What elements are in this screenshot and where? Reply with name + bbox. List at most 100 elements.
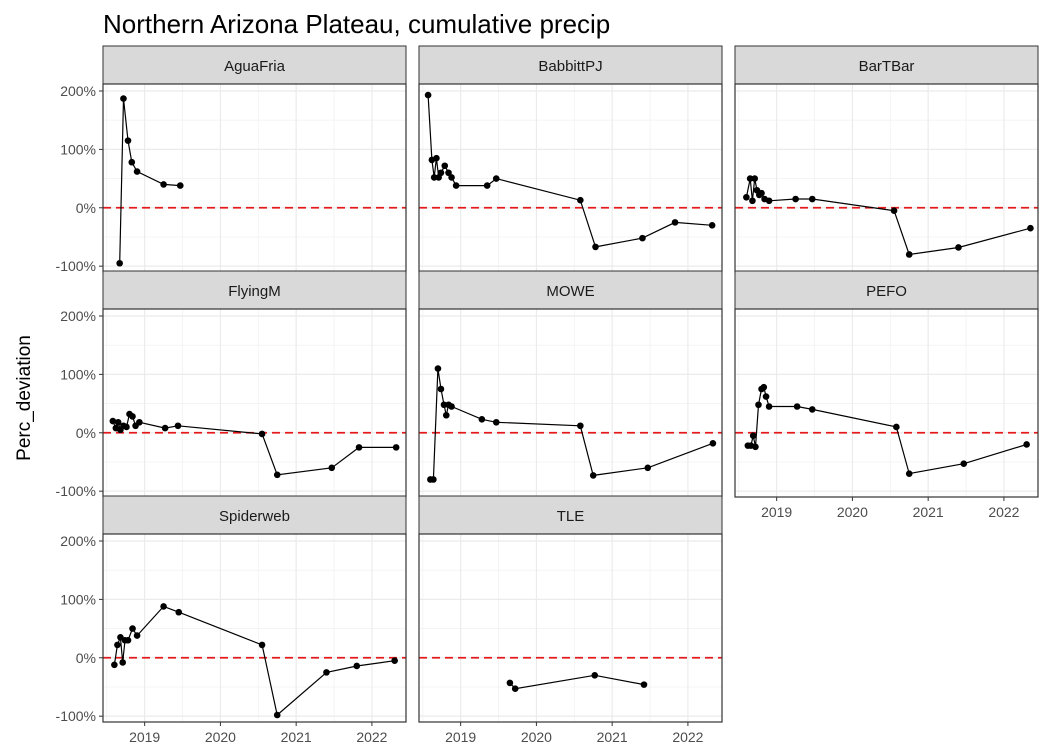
data-point [129,625,136,632]
data-point [328,464,336,472]
data-point [160,181,167,188]
data-point [1023,441,1030,448]
x-tick-label: 2021 [281,729,312,745]
y-tick-label: 200% [60,83,96,99]
facet-strip [418,495,723,535]
data-point [176,182,184,189]
data-point [639,234,646,242]
data-point [160,603,167,610]
data-point [905,251,913,258]
panel-AguaFria: AguaFria -100% 0% 100% 200% [56,45,407,274]
facet-panels: AguaFria -100% 0% 100% 200% BabbittPJ BarTBar F… [56,45,1039,745]
data-point [273,711,281,719]
y-tick-label: 200% [60,533,96,549]
panel-background [103,534,406,722]
data-point [441,162,449,170]
data-point [671,219,679,226]
data-point [424,91,432,99]
data-point [133,632,141,639]
y-tick-label: 0% [76,200,96,216]
panel-background [735,309,1038,497]
x-tick-label: 2019 [129,729,160,745]
data-point [760,383,768,391]
data-point [161,424,169,432]
data-point [391,657,398,664]
panel-background [419,309,722,497]
facet-label: TLE [557,508,585,525]
data-point [511,685,519,693]
data-point [751,175,758,182]
panel-border [102,533,407,723]
x-tick-label: 2019 [445,729,476,745]
facet-label: PEFO [866,283,907,300]
data-point [577,422,584,430]
data-point [890,207,898,214]
panel-BarTBar: BarTBar [734,45,1039,273]
data-point [430,476,437,483]
panel-background [103,309,406,497]
facet-label: BarTBar [859,58,915,75]
data-point [437,169,445,177]
data-point [743,193,750,201]
data-point [120,95,127,102]
data-point [955,244,962,251]
data-point [109,417,117,425]
data-point [808,195,816,203]
x-tick-label: 2022 [356,729,387,745]
data-point [136,418,143,426]
data-point [589,472,597,479]
data-point [123,423,130,431]
facet-label: FlyingM [228,283,281,300]
facet-strip [734,45,1039,85]
data-point [749,432,757,439]
data-point [640,681,648,688]
data-point [258,641,266,649]
panel-border [734,308,1039,498]
data-point [755,401,762,409]
facet-label: BabbittPJ [538,58,602,75]
x-tick-label: 2021 [597,729,628,745]
data-point [765,197,773,205]
panel-PEFO: PEFO 2019 2020 2021 2022 [734,270,1039,520]
data-point [114,418,122,426]
facet-strip [734,270,1039,310]
data-point [124,636,132,644]
facet-strip [418,270,723,310]
series-line [509,674,645,690]
panel-Spiderweb: Spiderweb -100% 0% 100% 200% 2019 2020 2021 2022 [56,495,407,745]
data-point [448,174,455,181]
data-point [323,669,330,676]
data-point [353,662,361,670]
data-point [746,175,754,182]
data-point [392,444,400,451]
y-tick-label: 0% [76,425,96,441]
data-point [124,137,132,144]
data-point [440,401,448,409]
data-point [483,182,491,189]
x-tick-label: 2020 [837,504,868,520]
data-point [752,443,759,451]
x-tick-label: 2022 [988,504,1019,520]
data-point [749,197,756,205]
data-point [116,259,123,267]
panel-background [419,534,722,722]
y-axis-title: Perc_deviation [14,335,35,461]
y-tick-label: 100% [60,141,96,157]
y-tick-label: -100% [56,708,96,724]
panel-background [735,84,1038,272]
y-tick-label: -100% [56,258,96,274]
data-point [437,385,445,393]
data-point [448,403,455,410]
data-point [452,182,460,189]
data-point [492,418,500,426]
y-tick-label: 100% [60,366,96,382]
panel-BabbittPJ: BabbittPJ [418,45,723,273]
data-point [478,416,486,423]
data-point [258,430,266,438]
data-point [442,411,450,419]
facet-label: Spiderweb [219,508,290,525]
data-point [114,641,121,649]
data-point [644,464,652,472]
y-tick-label: -100% [56,483,96,499]
